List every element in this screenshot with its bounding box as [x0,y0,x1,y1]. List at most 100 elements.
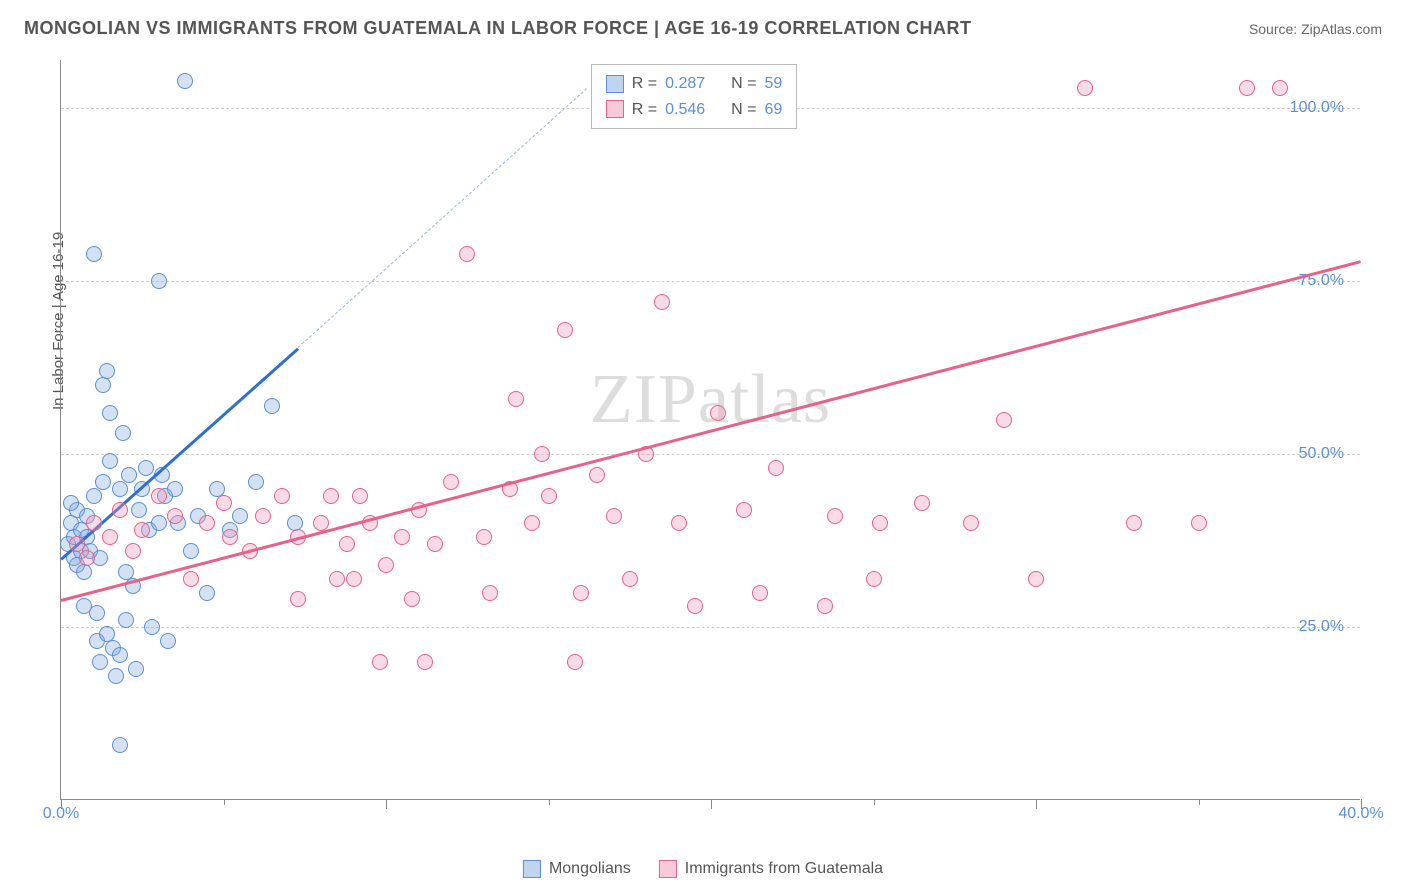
r-label: R = [632,71,657,97]
scatter-point [86,515,102,531]
x-tick-label: 0.0% [43,805,79,823]
scatter-point [128,661,144,677]
legend-swatch-pink [659,860,677,878]
scatter-point [567,654,583,670]
scatter-point [199,585,215,601]
scatter-point [1126,515,1142,531]
scatter-point [255,508,271,524]
scatter-point [752,585,768,601]
scatter-point [76,564,92,580]
bottom-legend: Mongolians Immigrants from Guatemala [523,860,883,878]
correlation-stat-box: R =0.287N =59R =0.546N =69 [591,64,798,129]
legend-swatch-blue [523,860,541,878]
scatter-point [866,571,882,587]
scatter-point [183,571,199,587]
scatter-point [125,543,141,559]
x-tick-mark [386,799,387,809]
scatter-point [914,495,930,511]
scatter-point [95,377,111,393]
stat-row: R =0.546N =69 [606,97,783,123]
chart-container: In Labor Force | Age 16-19 ZIPatlas 25.0… [42,60,1382,820]
scatter-point [1028,571,1044,587]
n-label: N = [731,97,756,123]
scatter-point [79,550,95,566]
scatter-point [394,529,410,545]
scatter-point [99,363,115,379]
x-tick-label: 40.0% [1338,805,1383,823]
scatter-point [323,488,339,504]
y-tick-label: 50.0% [1299,445,1344,463]
scatter-point [112,737,128,753]
gridline [61,281,1360,282]
scatter-point [112,647,128,663]
chart-title: MONGOLIAN VS IMMIGRANTS FROM GUATEMALA I… [24,18,972,39]
scatter-point [144,619,160,635]
scatter-point [622,571,638,587]
r-label: R = [632,97,657,123]
scatter-point [687,598,703,614]
x-tick-minor [549,799,550,805]
regression-line [61,261,1362,602]
scatter-point [654,294,670,310]
scatter-point [102,529,118,545]
scatter-point [482,585,498,601]
scatter-point [151,488,167,504]
scatter-point [459,246,475,262]
scatter-point [534,446,550,462]
scatter-point [89,605,105,621]
scatter-point [710,405,726,421]
scatter-point [102,405,118,421]
r-value: 0.287 [665,71,705,97]
scatter-point [115,425,131,441]
y-tick-label: 25.0% [1299,618,1344,636]
scatter-point [63,495,79,511]
legend-label: Immigrants from Guatemala [685,860,883,878]
scatter-point [872,515,888,531]
scatter-point [573,585,589,601]
scatter-point [92,654,108,670]
scatter-point [827,508,843,524]
x-tick-mark [711,799,712,809]
scatter-point [177,73,193,89]
stat-row: R =0.287N =59 [606,71,783,97]
scatter-point [199,515,215,531]
stat-swatch [606,75,624,93]
regression-extension [298,88,588,348]
scatter-point [121,467,137,483]
x-tick-mark [1036,799,1037,809]
scatter-point [151,273,167,289]
scatter-point [95,474,111,490]
watermark: ZIPatlas [590,360,831,440]
scatter-point [339,536,355,552]
scatter-point [151,515,167,531]
scatter-point [112,481,128,497]
scatter-point [963,515,979,531]
scatter-point [183,543,199,559]
scatter-point [102,453,118,469]
x-tick-minor [224,799,225,805]
scatter-point [118,612,134,628]
scatter-point [290,591,306,607]
scatter-point [134,522,150,538]
r-value: 0.546 [665,97,705,123]
scatter-point [86,246,102,262]
scatter-point [372,654,388,670]
scatter-point [736,502,752,518]
scatter-point [248,474,264,490]
gridline [61,454,1360,455]
watermark-atlas: atlas [698,361,831,438]
scatter-point [86,488,102,504]
scatter-point [427,536,443,552]
scatter-point [131,502,147,518]
scatter-point [160,633,176,649]
legend-item-mongolians: Mongolians [523,860,631,878]
scatter-point [232,508,248,524]
chart-header: MONGOLIAN VS IMMIGRANTS FROM GUATEMALA I… [0,0,1406,49]
scatter-point [476,529,492,545]
scatter-point [1272,80,1288,96]
scatter-point [1239,80,1255,96]
scatter-point [996,412,1012,428]
scatter-point [378,557,394,573]
scatter-point [768,460,784,476]
scatter-point [216,495,232,511]
